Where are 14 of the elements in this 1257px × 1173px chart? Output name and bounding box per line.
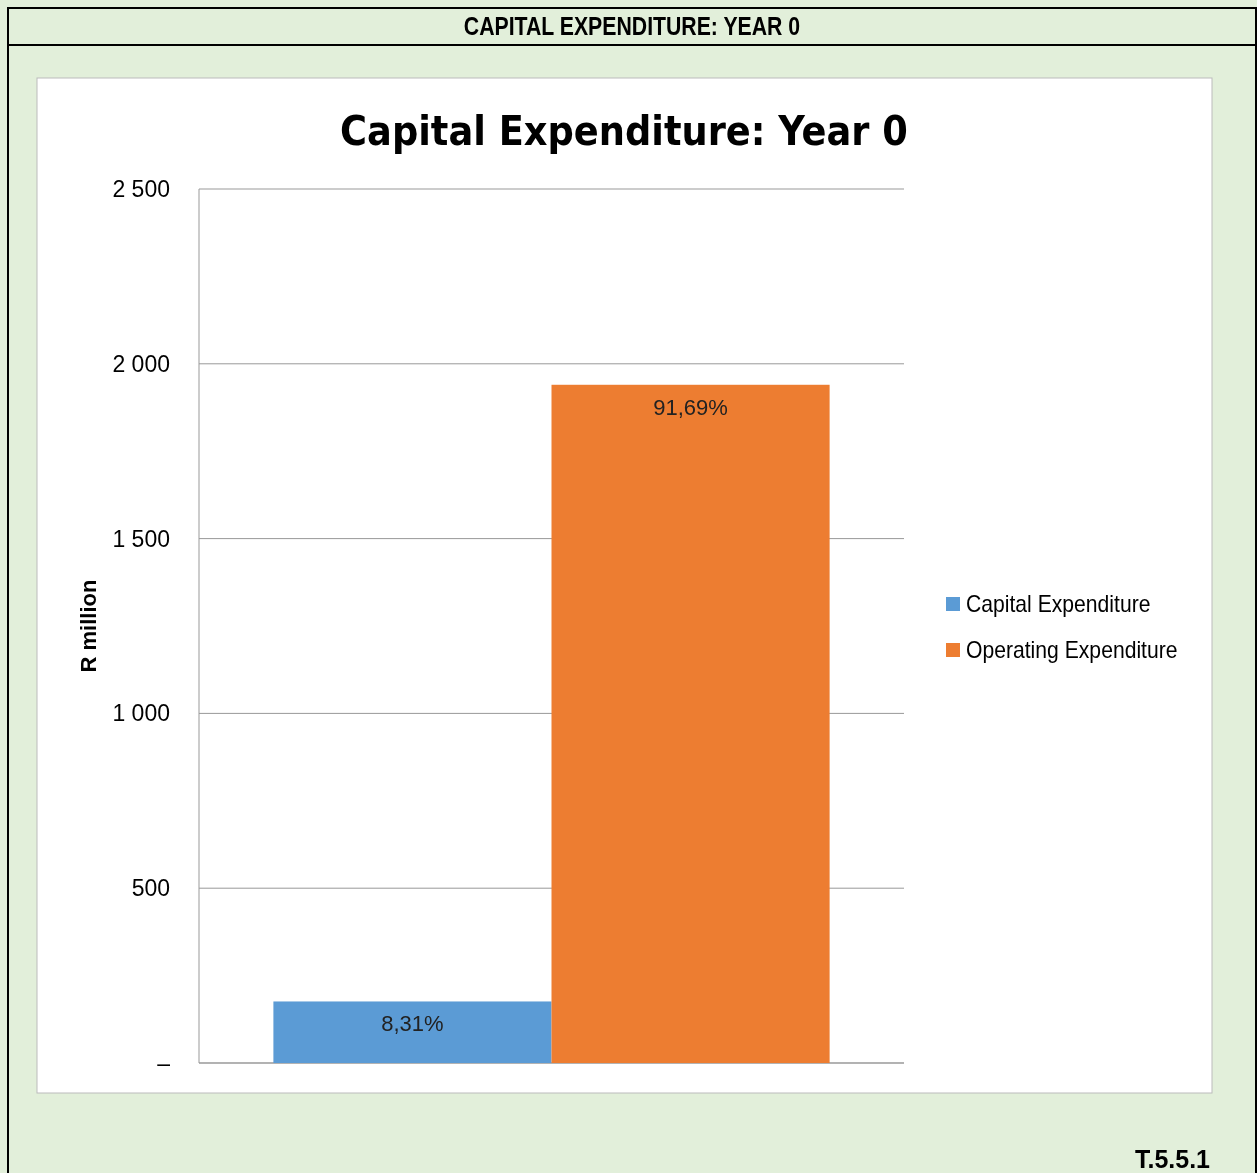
chart-title: CAPITAL EXPENDITURE: YEAR 0	[463, 12, 801, 41]
y-tick-label: 1 000	[112, 700, 170, 727]
legend-label: Capital Expenditure	[966, 591, 1151, 618]
y-tick-label: –	[157, 1050, 171, 1076]
y-tick-label: 1 500	[112, 525, 170, 552]
annotation: 8,31%	[381, 1011, 444, 1037]
legend-label: Operating Expenditure	[966, 637, 1178, 664]
y-tick-label: 500	[131, 875, 170, 902]
y-tick-label: 2 000	[112, 350, 170, 377]
chart-subtitle: Capital Expenditure: Year 0	[340, 107, 908, 155]
y-tick-label: 2 500	[112, 176, 170, 202]
y-axis-title: R million	[76, 579, 101, 673]
text: T.5.5.1	[1134, 1145, 1211, 1173]
annotation: 91,69%	[653, 394, 728, 420]
